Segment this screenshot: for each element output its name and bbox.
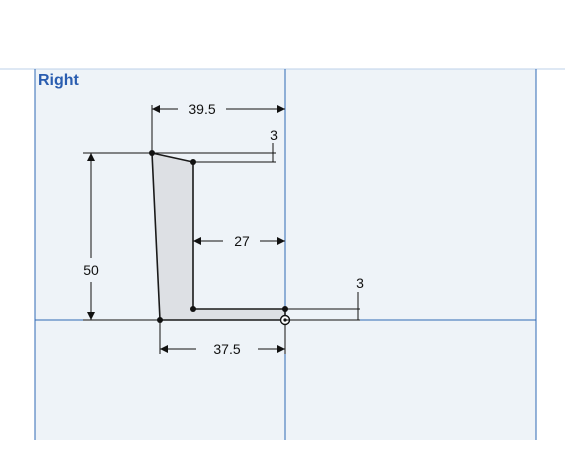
vertex-inner-corner[interactable] xyxy=(190,306,196,312)
view-label: Right xyxy=(38,72,79,89)
dimension-base-width[interactable]: 37.5 xyxy=(159,320,286,357)
dimension-top-slant[interactable]: 3 xyxy=(152,127,278,163)
dimension-base-width-label: 37.5 xyxy=(213,341,240,357)
dimension-top-width[interactable]: 39.5 xyxy=(151,101,285,150)
dimension-inner-width[interactable]: 27 xyxy=(193,233,285,249)
dimension-height-label: 50 xyxy=(83,262,99,278)
dimension-inner-width-label: 27 xyxy=(234,233,250,249)
dimension-base-thickness-label: 3 xyxy=(356,275,364,291)
dimension-base-thickness[interactable]: 3 xyxy=(285,275,364,321)
dimension-top-slant-label: 3 xyxy=(270,127,278,143)
dimension-height[interactable]: 50 xyxy=(83,152,160,321)
dimension-top-width-label: 39.5 xyxy=(188,101,215,117)
